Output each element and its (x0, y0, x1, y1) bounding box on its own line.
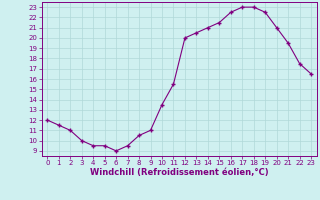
X-axis label: Windchill (Refroidissement éolien,°C): Windchill (Refroidissement éolien,°C) (90, 168, 268, 177)
